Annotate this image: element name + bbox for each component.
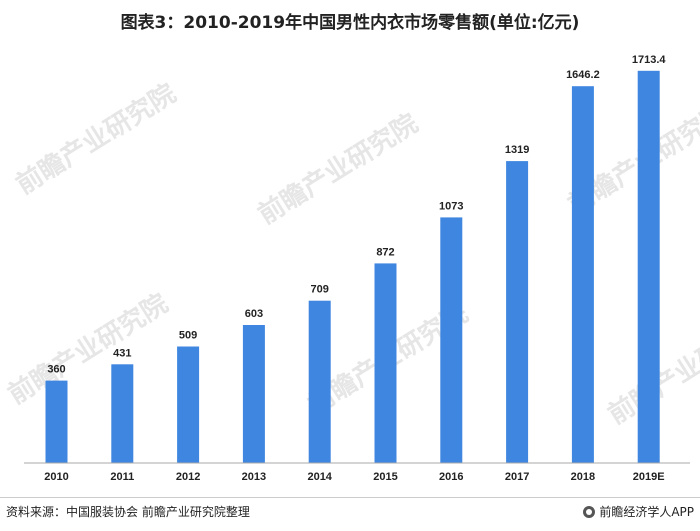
value-label-2018: 1646.2 xyxy=(566,69,600,81)
x-tick-label-2012: 2012 xyxy=(176,471,200,483)
value-label-2011: 431 xyxy=(113,347,131,359)
bar-2016 xyxy=(440,217,463,463)
value-label-2019E: 1713.4 xyxy=(632,54,667,66)
x-tick-label-2014: 2014 xyxy=(307,471,332,483)
x-tick-label-2013: 2013 xyxy=(242,471,266,483)
source-note: 资料来源：中国服装协会 前瞻产业研究院整理 xyxy=(6,505,250,519)
labels-group: 360 2010 431 2011 509 2012 603 2013 709 2014 872 20… xyxy=(44,54,666,483)
bar-2017 xyxy=(506,161,529,463)
brand-name: 前瞻经济学人APP xyxy=(599,505,694,519)
value-label-2016: 1073 xyxy=(439,200,463,212)
bar-2018 xyxy=(571,86,594,463)
bar-2012 xyxy=(177,346,200,463)
bar-2014 xyxy=(308,300,331,463)
x-tick-label-2017: 2017 xyxy=(505,471,529,483)
x-tick-label-2019E: 2019E xyxy=(633,471,665,483)
value-label-2013: 603 xyxy=(245,308,263,320)
value-label-2010: 360 xyxy=(47,364,65,376)
x-tick-label-2016: 2016 xyxy=(439,471,463,483)
footer-divider xyxy=(0,497,700,498)
bar-2019E xyxy=(637,70,660,464)
brand-logo-icon xyxy=(583,505,596,518)
bar-2015 xyxy=(374,263,397,463)
value-label-2017: 1319 xyxy=(505,144,529,156)
chart-title: 图表3：2010-2019年中国男性内衣市场零售额(单位:亿元) xyxy=(120,13,580,33)
bar-2010 xyxy=(45,380,68,463)
brand-credit: 前瞻经济学人APP xyxy=(583,503,694,520)
bar-2011 xyxy=(111,364,134,463)
value-label-2012: 509 xyxy=(179,330,197,342)
x-tick-label-2018: 2018 xyxy=(571,471,595,483)
x-tick-label-2015: 2015 xyxy=(373,471,397,483)
value-label-2015: 872 xyxy=(376,246,394,258)
bar-2013 xyxy=(242,325,265,463)
value-label-2014: 709 xyxy=(311,284,329,296)
x-tick-label-2011: 2011 xyxy=(110,471,134,483)
bars-group xyxy=(45,70,660,464)
x-tick-label-2010: 2010 xyxy=(44,471,68,483)
